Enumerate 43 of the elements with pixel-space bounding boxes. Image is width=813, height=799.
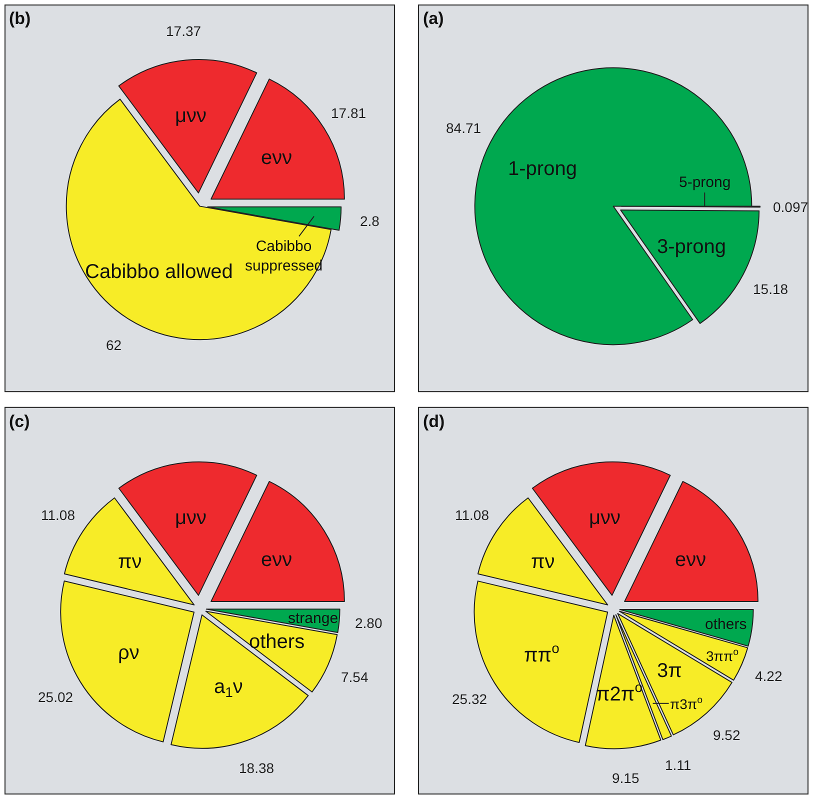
slice-label: μνν (589, 507, 621, 529)
slice-label: others (249, 631, 305, 653)
slice-label: 3ππ$^{o}$ (706, 647, 740, 664)
data-label: 2.8 (360, 213, 380, 229)
data-label: 11.08 (455, 507, 490, 523)
data-label: 25.32 (452, 691, 488, 707)
slice-label: eνν (261, 549, 292, 571)
chart-title: (a) (423, 9, 444, 28)
data-label: 84.71 (446, 120, 482, 136)
data-label: 17.81 (331, 105, 366, 121)
data-label: 17.37 (166, 23, 202, 39)
data-label: 2.80 (355, 615, 382, 631)
data-label: 9.15 (612, 770, 640, 786)
slice-label: πν (531, 551, 555, 573)
slice-label: eνν (675, 549, 706, 571)
data-label: 9.52 (713, 727, 740, 743)
data-label: 62 (106, 337, 122, 353)
chart-title: (b) (9, 9, 31, 28)
slice-label: 5-prong (679, 174, 731, 191)
slice-label: eνν (261, 147, 292, 169)
data-label: 7.54 (341, 669, 368, 685)
slice-label: strange (288, 610, 338, 627)
slice-label: a$_{1}$ν (214, 676, 243, 700)
data-label: 18.38 (239, 760, 274, 776)
data-label: 0.097 (773, 199, 808, 215)
slice-label: others (705, 616, 747, 633)
data-label: 11.08 (41, 507, 76, 523)
slice-label: ρν (118, 642, 140, 664)
slice-label: Cabibbo allowed (85, 261, 233, 283)
chart-title: (d) (423, 412, 445, 431)
slice-label: 3π (657, 660, 682, 682)
chart-title: (c) (9, 412, 30, 431)
slice-label: μνν (175, 105, 207, 127)
slice-label: 1-prong (508, 158, 577, 180)
slice-label: 3-prong (657, 236, 726, 258)
data-label: 15.18 (753, 281, 788, 297)
slice-label: μνν (175, 507, 207, 529)
slice-label: πν (118, 551, 142, 573)
data-label: 1.11 (665, 757, 692, 773)
data-label: 25.02 (38, 689, 74, 705)
data-label: 4.22 (755, 668, 782, 684)
slice-label: ππ$^{o}$ (524, 640, 560, 666)
slice-label: π3π$^{o}$ (670, 695, 704, 712)
